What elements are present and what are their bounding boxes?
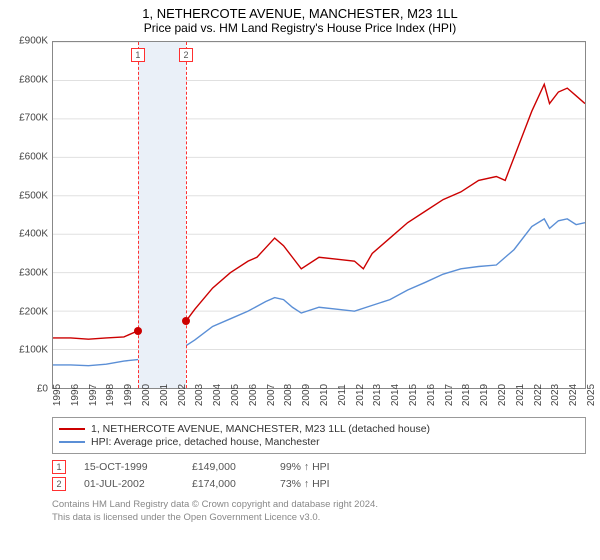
x-tick-label: 2016 — [426, 384, 437, 406]
x-tick-label: 2017 — [444, 384, 455, 406]
event-date: 15-OCT-1999 — [84, 461, 174, 473]
event-row: 1 15-OCT-1999 £149,000 99% ↑ HPI — [52, 460, 586, 474]
legend-swatch — [59, 428, 85, 430]
legend-item: HPI: Average price, detached house, Manc… — [59, 436, 579, 448]
event-pct: 73% ↑ HPI — [280, 478, 330, 490]
x-tick-label: 2009 — [301, 384, 312, 406]
x-tick-label: 2001 — [159, 384, 170, 406]
y-tick-label: £600K — [19, 152, 48, 163]
x-tick-label: 2007 — [266, 384, 277, 406]
y-tick-label: £900K — [19, 36, 48, 47]
marker-line — [186, 42, 187, 388]
chart-title: 1, NETHERCOTE AVENUE, MANCHESTER, M23 1L… — [10, 6, 590, 21]
x-axis-labels: 1995199619971998199920002001200220032004… — [52, 391, 586, 413]
x-tick-label: 2019 — [479, 384, 490, 406]
chart-subtitle: Price paid vs. HM Land Registry's House … — [10, 21, 590, 35]
legend-label: 1, NETHERCOTE AVENUE, MANCHESTER, M23 1L… — [91, 423, 430, 435]
legend: 1, NETHERCOTE AVENUE, MANCHESTER, M23 1L… — [52, 417, 586, 454]
marker-box: 2 — [179, 48, 193, 62]
legend-swatch — [59, 441, 85, 443]
x-tick-label: 2023 — [550, 384, 561, 406]
x-tick-label: 2015 — [408, 384, 419, 406]
x-tick-label: 1996 — [70, 384, 81, 406]
x-tick-label: 2024 — [568, 384, 579, 406]
event-pct: 99% ↑ HPI — [280, 461, 330, 473]
x-tick-label: 1995 — [52, 384, 63, 406]
chart-container: 1, NETHERCOTE AVENUE, MANCHESTER, M23 1L… — [0, 0, 600, 535]
x-tick-label: 2006 — [248, 384, 259, 406]
x-tick-label: 2014 — [390, 384, 401, 406]
marker-line — [138, 42, 139, 388]
x-tick-label: 2018 — [461, 384, 472, 406]
y-tick-label: £100K — [19, 345, 48, 356]
chart-area: £0£100K£200K£300K£400K£500K£600K£700K£80… — [52, 41, 586, 411]
x-tick-label: 1997 — [88, 384, 99, 406]
x-tick-label: 2004 — [212, 384, 223, 406]
y-axis-labels: £0£100K£200K£300K£400K£500K£600K£700K£80… — [10, 41, 50, 389]
event-id-box: 2 — [52, 477, 66, 491]
footer-line-1: Contains HM Land Registry data © Crown c… — [52, 499, 586, 512]
x-tick-label: 2021 — [515, 384, 526, 406]
y-tick-label: £200K — [19, 306, 48, 317]
x-tick-label: 2005 — [230, 384, 241, 406]
y-tick-label: £800K — [19, 74, 48, 85]
y-tick-label: £700K — [19, 113, 48, 124]
marker-band — [138, 42, 186, 388]
event-price: £149,000 — [192, 461, 262, 473]
event-date: 01-JUL-2002 — [84, 478, 174, 490]
marker-dot — [134, 327, 142, 335]
legend-item: 1, NETHERCOTE AVENUE, MANCHESTER, M23 1L… — [59, 423, 579, 435]
legend-label: HPI: Average price, detached house, Manc… — [91, 436, 320, 448]
x-tick-label: 2011 — [337, 384, 348, 406]
marker-box: 1 — [131, 48, 145, 62]
footer-text: Contains HM Land Registry data © Crown c… — [52, 499, 586, 525]
x-tick-label: 2020 — [497, 384, 508, 406]
marker-dot — [182, 317, 190, 325]
y-tick-label: £500K — [19, 190, 48, 201]
x-tick-label: 2022 — [533, 384, 544, 406]
x-tick-label: 2003 — [194, 384, 205, 406]
series-subject — [53, 84, 585, 339]
x-tick-label: 1998 — [105, 384, 116, 406]
event-id-box: 1 — [52, 460, 66, 474]
plot-area: 12 — [52, 41, 586, 389]
footer-line-2: This data is licensed under the Open Gov… — [52, 512, 586, 525]
y-tick-label: £0 — [37, 384, 48, 395]
x-tick-label: 2013 — [372, 384, 383, 406]
y-tick-label: £400K — [19, 229, 48, 240]
events-table: 1 15-OCT-1999 £149,000 99% ↑ HPI 2 01-JUL-200… — [52, 460, 586, 491]
event-row: 2 01-JUL-2002 £174,000 73% ↑ HPI — [52, 477, 586, 491]
x-tick-label: 2010 — [319, 384, 330, 406]
x-tick-label: 2012 — [355, 384, 366, 406]
event-price: £174,000 — [192, 478, 262, 490]
chart-svg — [53, 42, 585, 388]
x-tick-label: 1999 — [123, 384, 134, 406]
x-tick-label: 2000 — [141, 384, 152, 406]
x-tick-label: 2008 — [283, 384, 294, 406]
y-tick-label: £300K — [19, 268, 48, 279]
x-tick-label: 2002 — [177, 384, 188, 406]
x-tick-label: 2025 — [586, 384, 597, 406]
series-hpi — [53, 219, 585, 366]
